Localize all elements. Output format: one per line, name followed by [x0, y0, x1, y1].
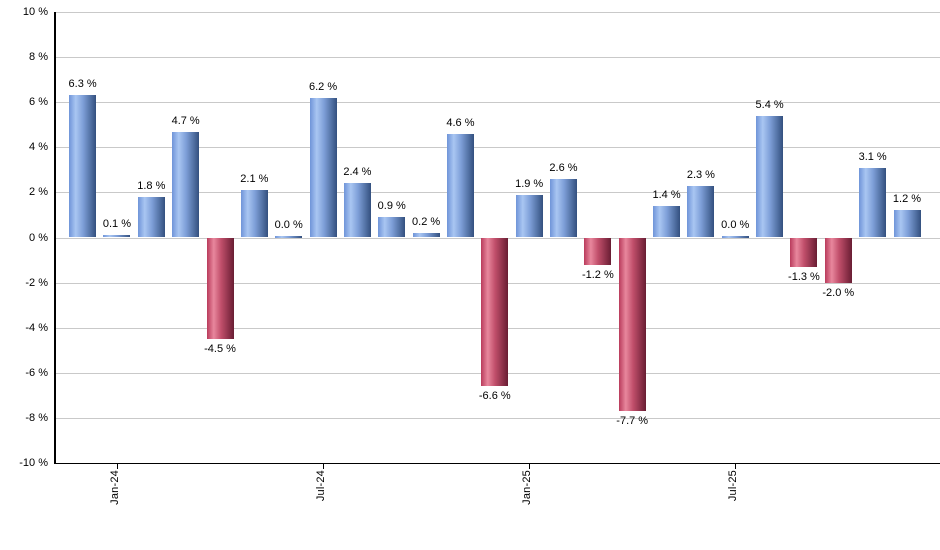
- bar-Mar-24: [172, 131, 200, 238]
- bar-May-25: [653, 205, 681, 238]
- bar-value-label: 2.4 %: [343, 166, 372, 179]
- bar-Dec-24: [481, 237, 509, 387]
- bar-Jun-25: [687, 185, 715, 238]
- bar-Jan-25: [515, 194, 543, 238]
- bar-value-label: -2.0 %: [822, 286, 855, 299]
- bar-Sep-24: [378, 217, 406, 238]
- x-axis-tick: [735, 463, 737, 469]
- y-axis-tick-label: 10 %: [22, 6, 48, 18]
- bar-value-label: 6.2 %: [308, 80, 338, 93]
- gridline: [55, 192, 940, 194]
- bar-May-24: [240, 190, 268, 238]
- bar-Jul-24: [309, 97, 337, 238]
- bar-Feb-24: [137, 196, 165, 238]
- bar-Jan-24: [103, 235, 131, 238]
- x-axis-tick: [116, 463, 118, 469]
- y-axis-tick-label: 4 %: [29, 141, 48, 154]
- bar-value-label: 1.9 %: [515, 177, 544, 190]
- gridline: [55, 12, 940, 13]
- bar-Apr-24: [206, 237, 234, 339]
- bar-Feb-25: [550, 178, 577, 238]
- x-axis-line: [55, 463, 940, 464]
- x-axis-tick-label: Jul-25: [727, 470, 740, 502]
- bar-value-label: 1.4 %: [652, 188, 681, 201]
- y-axis-tick-label: -4 %: [25, 321, 48, 334]
- bar-value-label: 2.1 %: [240, 173, 269, 186]
- bar-value-label: 1.2 %: [892, 193, 922, 206]
- x-axis-tick-label: Jan-24: [108, 470, 121, 505]
- bar-value-label: 0.0 %: [721, 218, 750, 231]
- bar-Aug-24: [343, 183, 371, 238]
- y-axis-tick-label: 6 %: [29, 96, 48, 109]
- y-axis-tick-label: -8 %: [25, 411, 48, 424]
- y-axis-tick-label: -10 %: [19, 457, 48, 469]
- bar-Aug-25: [756, 115, 784, 238]
- bar-value-label: -6.6 %: [478, 390, 511, 403]
- x-axis-tick: [323, 463, 325, 469]
- bar-Dec-23: [69, 95, 97, 238]
- bar-Jun-24: [275, 235, 303, 238]
- y-axis-tick-label: 0 %: [29, 231, 48, 244]
- gridline: [55, 102, 940, 104]
- bar-value-label: -7.7 %: [616, 415, 649, 428]
- y-axis-tick-label: -6 %: [25, 366, 48, 379]
- bar-value-label: 6.3 %: [68, 78, 97, 91]
- bar-Jul-25: [721, 235, 749, 238]
- bar-value-label: 2.6 %: [549, 161, 578, 174]
- x-axis-tick: [529, 463, 531, 469]
- bar-value-label: 3.1 %: [858, 150, 887, 163]
- bar-value-label: 2.3 %: [686, 168, 715, 181]
- bar-value-label: 0.0 %: [274, 218, 303, 231]
- bar-value-label: 0.9 %: [377, 200, 406, 213]
- bar-Oct-24: [412, 232, 440, 238]
- y-axis-tick-label: 8 %: [29, 51, 48, 64]
- bar-value-label: 0.2 %: [412, 215, 441, 228]
- bar-Mar-25: [584, 237, 612, 265]
- gridline: [55, 417, 940, 419]
- bar-Sep-25: [790, 237, 818, 267]
- bar-Dec-25: [893, 210, 921, 238]
- x-axis-tick-label: Jan-25: [521, 470, 534, 505]
- bar-value-label: 5.4 %: [755, 98, 784, 111]
- gridline: [55, 57, 940, 59]
- bar-Nov-24: [446, 133, 474, 238]
- bar-value-label: 0.1 %: [102, 218, 132, 231]
- bar-Nov-25: [859, 167, 887, 238]
- bar-value-label: -1.3 %: [788, 270, 820, 283]
- bar-value-label: -4.5 %: [204, 342, 236, 355]
- y-axis-line: [54, 12, 56, 464]
- bar-value-label: 1.8 %: [137, 179, 166, 192]
- bar-Apr-25: [618, 237, 646, 412]
- x-axis-tick-label: Jul-24: [315, 470, 328, 502]
- gridline: [55, 147, 940, 149]
- bar-value-label: 4.7 %: [171, 114, 200, 127]
- bar-Oct-25: [824, 237, 852, 283]
- y-axis-tick-label: 2 %: [29, 186, 48, 199]
- bar-value-label: 4.6 %: [446, 116, 475, 129]
- bar-value-label: -1.2 %: [581, 268, 614, 281]
- y-axis-tick-label: -2 %: [25, 276, 48, 289]
